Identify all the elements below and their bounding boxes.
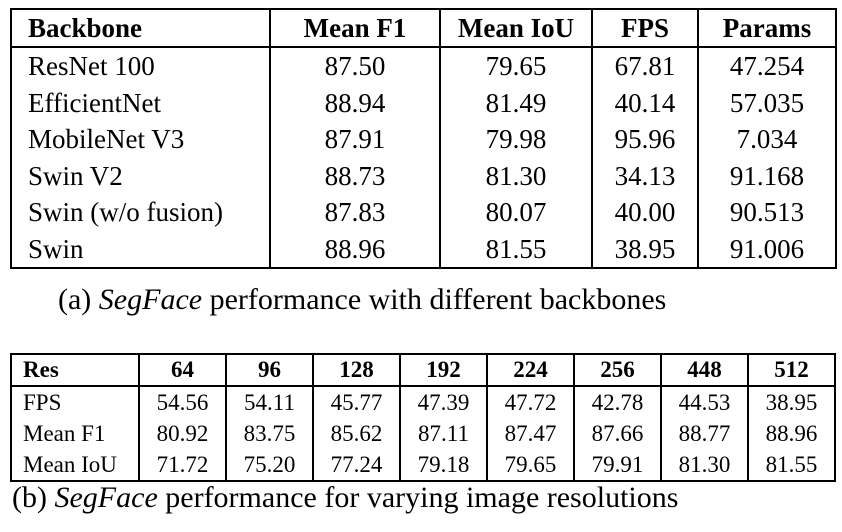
table-cell: 87.11: [399, 418, 488, 449]
table-cell: 7.034: [697, 121, 837, 158]
table-header-row: Res 64 96 128 192 224 256 448 512: [10, 353, 836, 387]
table-cell: 38.95: [747, 386, 836, 418]
table-cell: 88.73: [269, 157, 441, 194]
table-cell: 81.55: [439, 230, 593, 269]
table-cell: 88.96: [269, 230, 441, 269]
table-cell: 85.62: [312, 418, 401, 449]
column-header-fps: FPS: [591, 8, 699, 48]
table-cell: 54.11: [225, 386, 314, 418]
table-cell: 90.513: [697, 194, 837, 231]
table-cell: 88.77: [660, 418, 749, 449]
table-cell: 87.66: [573, 418, 662, 449]
column-header-res-value: 512: [747, 353, 836, 387]
table-row: Swin (w/o fusion) 87.83 80.07 40.00 90.5…: [10, 194, 837, 231]
column-header-mean-iou: Mean IoU: [439, 8, 593, 48]
table-cell: 79.65: [486, 449, 575, 482]
table-cell: 47.254: [697, 47, 837, 85]
column-header-res-value: 256: [573, 353, 662, 387]
table-cell: 38.95: [591, 230, 699, 269]
table-header-row: Backbone Mean F1 Mean IoU FPS Params: [10, 8, 837, 48]
table-cell: 34.13: [591, 157, 699, 194]
table-cell: 79.18: [399, 449, 488, 482]
table-row: Mean F1 80.92 83.75 85.62 87.11 87.47 87…: [10, 418, 836, 449]
table-cell: 80.92: [138, 418, 227, 449]
table-cell: 57.035: [697, 84, 837, 121]
table-cell: 81.55: [747, 449, 836, 482]
column-header-params: Params: [697, 8, 837, 48]
backbone-comparison-table: Backbone Mean F1 Mean IoU FPS Params Res…: [10, 8, 837, 269]
table-cell: Swin (w/o fusion): [10, 194, 271, 231]
table-cell: 79.91: [573, 449, 662, 482]
table-cell: 81.30: [660, 449, 749, 482]
table-cell: 40.14: [591, 84, 699, 121]
table-cell: 81.49: [439, 84, 593, 121]
table-cell: Swin V2: [10, 157, 271, 194]
table-cell: 79.98: [439, 121, 593, 158]
caption-prefix: (b): [12, 481, 55, 514]
table-cell: MobileNet V3: [10, 121, 271, 158]
table-cell: EfficientNet: [10, 84, 271, 121]
table-row: FPS 54.56 54.11 45.77 47.39 47.72 42.78 …: [10, 386, 836, 418]
table-cell: 87.50: [269, 47, 441, 85]
table-cell: 45.77: [312, 386, 401, 418]
table-cell: 87.83: [269, 194, 441, 231]
table-cell: 83.75: [225, 418, 314, 449]
table-row: ResNet 100 87.50 79.65 67.81 47.254: [10, 47, 837, 85]
table-cell: 87.91: [269, 121, 441, 158]
table-cell: 80.07: [439, 194, 593, 231]
column-header-res-value: 64: [138, 353, 227, 387]
table-cell: Mean IoU: [10, 449, 140, 482]
table-cell: ResNet 100: [10, 47, 271, 85]
table-cell: 91.168: [697, 157, 837, 194]
column-header-res: Res: [10, 353, 140, 387]
table-cell: Mean F1: [10, 418, 140, 449]
table-cell: Swin: [10, 230, 271, 269]
table-row: EfficientNet 88.94 81.49 40.14 57.035: [10, 84, 837, 121]
table-cell: 67.81: [591, 47, 699, 85]
caption-method-name: SegFace: [54, 481, 158, 514]
table-cell: 81.30: [439, 157, 593, 194]
column-header-res-value: 448: [660, 353, 749, 387]
column-header-res-value: 192: [399, 353, 488, 387]
table-cell: 71.72: [138, 449, 227, 482]
table-cell: 47.72: [486, 386, 575, 418]
caption-text: performance with different backbones: [202, 283, 667, 316]
table-cell: 75.20: [225, 449, 314, 482]
column-header-res-value: 96: [225, 353, 314, 387]
table-cell: 88.96: [747, 418, 836, 449]
table-cell: 44.53: [660, 386, 749, 418]
column-header-res-value: 224: [486, 353, 575, 387]
table-cell: 91.006: [697, 230, 837, 269]
table-row: Mean IoU 71.72 75.20 77.24 79.18 79.65 7…: [10, 449, 836, 482]
table-caption-b: (b) SegFace performance for varying imag…: [12, 481, 678, 515]
caption-method-name: SegFace: [98, 283, 203, 316]
table-cell: 79.65: [439, 47, 593, 85]
table-cell: 54.56: [138, 386, 227, 418]
table-caption-a: (a) SegFace performance with different b…: [58, 283, 666, 317]
table-cell: 42.78: [573, 386, 662, 418]
column-header-res-value: 128: [312, 353, 401, 387]
table-cell: 87.47: [486, 418, 575, 449]
table-cell: FPS: [10, 386, 140, 418]
table-cell: 95.96: [591, 121, 699, 158]
column-header-backbone: Backbone: [10, 8, 271, 48]
table-cell: 77.24: [312, 449, 401, 482]
column-header-mean-f1: Mean F1: [269, 8, 441, 48]
table-row: Swin V2 88.73 81.30 34.13 91.168: [10, 157, 837, 194]
caption-prefix: (a): [58, 283, 99, 316]
table-row: Swin 88.96 81.55 38.95 91.006: [10, 230, 837, 269]
table-cell: 40.00: [591, 194, 699, 231]
table-cell: 47.39: [399, 386, 488, 418]
resolution-comparison-table: Res 64 96 128 192 224 256 448 512 FPS 54…: [10, 353, 836, 482]
table-row: MobileNet V3 87.91 79.98 95.96 7.034: [10, 121, 837, 158]
caption-text: performance for varying image resolution…: [157, 481, 679, 514]
table-cell: 88.94: [269, 84, 441, 121]
